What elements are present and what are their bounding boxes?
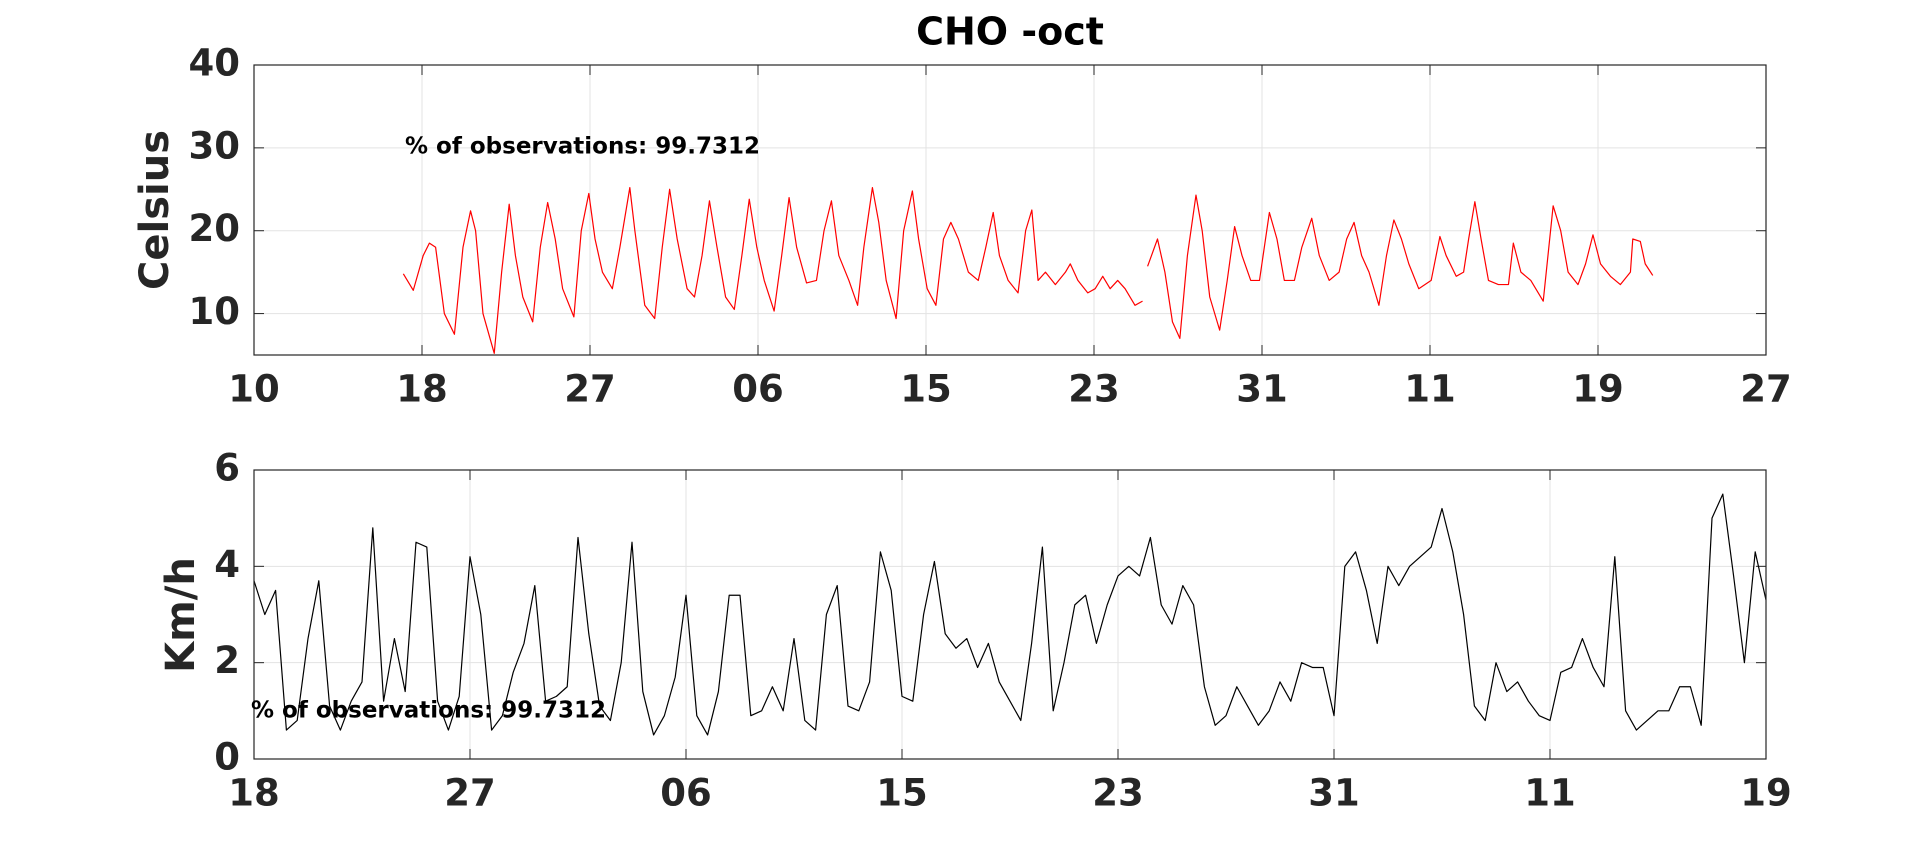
x-tick-label: 31 xyxy=(1308,772,1360,815)
y-tick-label: 0 xyxy=(214,736,240,779)
y-tick-label: 4 xyxy=(214,543,240,586)
x-tick-label: 06 xyxy=(660,772,712,815)
axes-box xyxy=(253,469,1767,760)
y-tick-label: 30 xyxy=(189,124,241,167)
x-tick-label: 23 xyxy=(1068,368,1120,411)
data-line xyxy=(402,187,1654,354)
chart-title: CHO -oct xyxy=(916,10,1104,54)
y-axis-label: Km/h xyxy=(158,557,204,673)
x-tick-label: 11 xyxy=(1524,772,1576,815)
axes-box xyxy=(253,64,1767,356)
y-tick-label: 2 xyxy=(214,639,240,682)
x-tick-label: 18 xyxy=(396,368,448,411)
x-tick-label: 27 xyxy=(1740,368,1792,411)
annotation: % of observations: 99.7312 xyxy=(251,698,606,724)
x-tick-label: 31 xyxy=(1236,368,1288,411)
x-tick-label: 23 xyxy=(1092,772,1144,815)
y-tick-label: 10 xyxy=(189,290,241,333)
y-tick-label: 20 xyxy=(189,207,241,250)
x-tick-label: 19 xyxy=(1572,368,1624,411)
x-tick-label: 27 xyxy=(564,368,616,411)
x-tick-label: 27 xyxy=(444,772,496,815)
y-tick-label: 40 xyxy=(189,42,241,85)
x-tick-label: 19 xyxy=(1740,772,1792,815)
plot-area xyxy=(254,470,1766,759)
x-tick-label: 06 xyxy=(732,368,784,411)
y-axis-label: Celsius xyxy=(132,130,178,290)
plot-area xyxy=(254,65,1766,355)
y-tick-label: 6 xyxy=(214,447,240,490)
x-tick-label: 15 xyxy=(900,368,952,411)
x-tick-label: 11 xyxy=(1404,368,1456,411)
x-tick-label: 18 xyxy=(228,772,280,815)
x-tick-label: 10 xyxy=(228,368,280,411)
annotation: % of observations: 99.7312 xyxy=(405,134,760,160)
x-tick-label: 15 xyxy=(876,772,928,815)
data-line xyxy=(253,493,1767,736)
